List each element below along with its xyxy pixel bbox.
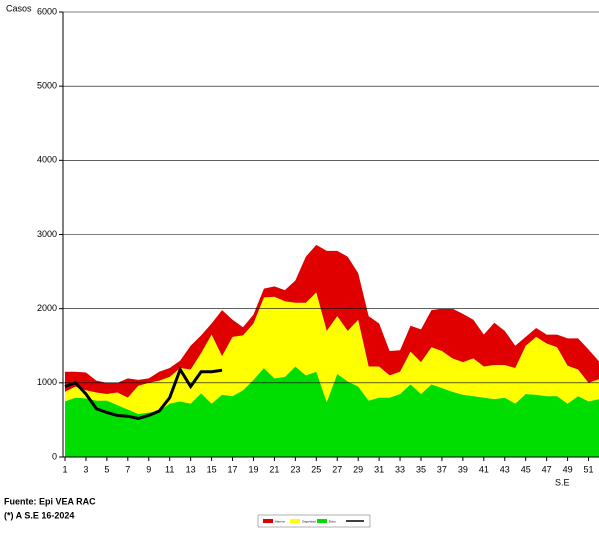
y-tick-label: 6000 bbox=[37, 6, 57, 16]
legend: Alarma Seguridad Éxito bbox=[257, 514, 371, 528]
x-tick-label: 13 bbox=[186, 464, 196, 474]
x-tick-label: 51 bbox=[584, 464, 594, 474]
plot-area bbox=[64, 244, 599, 457]
x-tick-label: 33 bbox=[395, 464, 405, 474]
x-tick-label: 7 bbox=[125, 464, 130, 474]
source: Fuente: Epi VEA RAC bbox=[4, 496, 96, 506]
note: (*) A S.E 16-2024 bbox=[4, 510, 74, 520]
x-tick-label: 29 bbox=[353, 464, 363, 474]
y-axis-label: Casos bbox=[6, 3, 32, 13]
legend-swatch bbox=[263, 519, 273, 523]
x-tick-label: 47 bbox=[542, 464, 552, 474]
x-tick-label: 37 bbox=[437, 464, 447, 474]
x-tick-label: 31 bbox=[374, 464, 384, 474]
y-tick-label: 4000 bbox=[37, 155, 57, 165]
legend-label: Seguridad bbox=[302, 519, 316, 523]
x-tick-label: 19 bbox=[248, 464, 258, 474]
x-tick-label: 23 bbox=[290, 464, 300, 474]
x-tick-label: 43 bbox=[500, 464, 510, 474]
legend-label: Éxito bbox=[329, 518, 336, 523]
y-tick-label: 2000 bbox=[37, 303, 57, 313]
x-tick-label: 45 bbox=[521, 464, 531, 474]
x-axis-label: S.E bbox=[555, 477, 570, 487]
x-tick-label: 9 bbox=[146, 464, 151, 474]
legend-frame bbox=[257, 514, 371, 528]
y-tick-label: 1000 bbox=[37, 377, 57, 387]
x-tick-label: 49 bbox=[563, 464, 573, 474]
y-tick-label: 5000 bbox=[37, 81, 57, 91]
x-tick-label: 1 bbox=[62, 464, 67, 474]
legend-label: Alarma bbox=[275, 519, 285, 523]
x-tick-label: 21 bbox=[269, 464, 279, 474]
x-tick-label: 3 bbox=[83, 464, 88, 474]
y-tick-label: 3000 bbox=[37, 229, 57, 239]
line bbox=[64, 366, 223, 420]
x-tick-label: 11 bbox=[165, 464, 174, 474]
x-tick-label: 35 bbox=[416, 464, 426, 474]
y-tick-label: 0 bbox=[52, 451, 57, 461]
x-tick-label: 27 bbox=[332, 464, 342, 474]
x-tick-label: 39 bbox=[458, 464, 468, 474]
area bbox=[65, 244, 599, 398]
area bbox=[65, 292, 599, 414]
area bbox=[65, 366, 599, 457]
x-tick-label: 25 bbox=[311, 464, 321, 474]
legend-swatch bbox=[317, 519, 327, 523]
x-tick-label: 15 bbox=[207, 464, 217, 474]
x-tick-label: 41 bbox=[479, 464, 489, 474]
x-tick-label: 5 bbox=[104, 464, 109, 474]
x-tick-label: 17 bbox=[228, 464, 238, 474]
legend-swatch bbox=[290, 519, 300, 523]
